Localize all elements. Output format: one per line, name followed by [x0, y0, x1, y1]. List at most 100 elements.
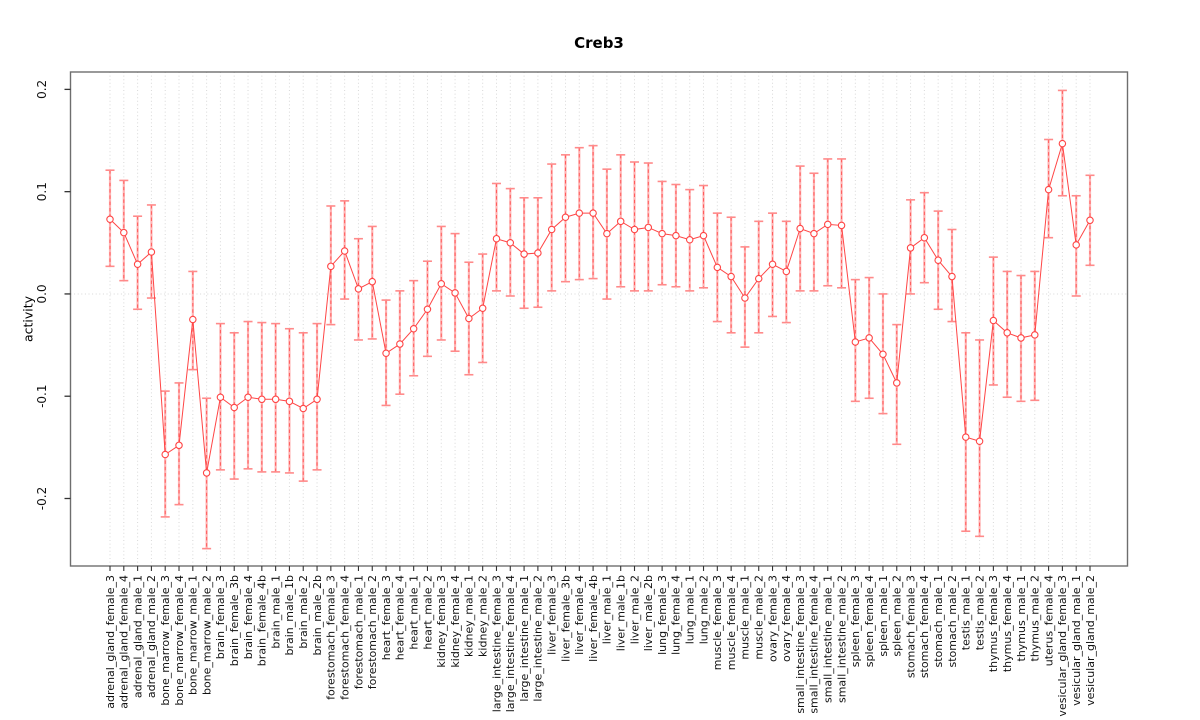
x-tick-label: muscle_male_1 — [739, 575, 752, 660]
data-point — [879, 350, 887, 359]
data-point — [437, 279, 446, 288]
data-point — [1031, 331, 1039, 339]
x-tick-label: lung_female_3 — [656, 575, 669, 655]
data-point — [713, 263, 722, 272]
data-point — [189, 315, 197, 324]
x-tick-label: small_intestine_female_3 — [794, 575, 807, 714]
data-point — [258, 395, 266, 404]
x-tick-label: vesicular_gland_male_2 — [1084, 575, 1097, 706]
data-point — [561, 213, 570, 221]
x-tick-label: bone_marrow_male_2 — [200, 575, 213, 695]
data-point — [754, 274, 763, 283]
data-point — [396, 340, 404, 348]
data-point — [478, 304, 487, 313]
data-point — [810, 229, 818, 238]
data-point — [851, 338, 860, 346]
x-tick-label: lung_male_2 — [697, 575, 710, 644]
data-point — [340, 247, 349, 255]
x-tick-label: spleen_female_3 — [849, 575, 862, 667]
x-tick-label: heart_male_2 — [421, 575, 434, 650]
x-tick-label: kidney_female_4 — [449, 575, 462, 668]
data-point — [506, 239, 515, 247]
data-point — [1058, 139, 1067, 148]
x-tick-label: forestomach_male_1 — [352, 575, 365, 689]
data-point — [409, 324, 418, 333]
data-point — [120, 228, 128, 237]
x-tick-label: stomach_female_4 — [918, 575, 931, 678]
data-point — [106, 215, 114, 224]
data-point — [175, 441, 183, 450]
x-tick-label: liver_female_4b — [587, 575, 600, 662]
plot-border — [69, 71, 1129, 567]
data-point — [823, 220, 832, 229]
data-point — [962, 433, 970, 441]
x-tick-label: bone_marrow_male_1 — [187, 575, 200, 695]
data-point — [327, 262, 335, 271]
data-point — [354, 285, 363, 293]
data-point — [1017, 334, 1025, 342]
x-axis: adrenal_gland_female_3 adrenal_gland_fema… — [104, 566, 1097, 717]
x-tick-label: brain_male_2 — [297, 575, 310, 649]
data-point — [989, 316, 998, 325]
x-tick-label: small_intestine_male_1 — [822, 575, 835, 703]
data-point — [244, 393, 252, 401]
data-point — [603, 229, 611, 238]
x-tick-label: uterus_female_4 — [1042, 575, 1055, 666]
x-tick-label: lung_male_1 — [684, 575, 697, 644]
x-tick-label: stomach_male_1 — [932, 575, 945, 668]
data-point — [768, 260, 777, 269]
data-point — [368, 277, 377, 286]
x-tick-label: liver_male_2 — [628, 575, 641, 644]
data-point — [465, 314, 473, 323]
y-axis: 0.2 0.1 0.0 -0.1 -0.2 — [35, 80, 71, 510]
y-tick-label: -0.1 — [35, 385, 49, 408]
data-point — [865, 334, 873, 342]
x-tick-label: bone_marrow_female_3 — [159, 575, 172, 706]
x-tick-label: ovary_female_3 — [766, 575, 779, 662]
data-point — [133, 260, 142, 269]
x-tick-label: muscle_male_2 — [753, 575, 766, 660]
data-point — [382, 349, 390, 358]
x-tick-label: large_intestine_female_3 — [490, 575, 503, 712]
data-point — [271, 395, 280, 404]
data-point — [975, 437, 984, 445]
data-point — [630, 225, 639, 234]
x-tick-label: kidney_female_3 — [435, 575, 448, 668]
x-tick-label: kidney_male_1 — [463, 575, 476, 657]
data-point — [1003, 329, 1011, 337]
data-point — [520, 250, 528, 258]
plot-title: Creb3 — [574, 34, 624, 52]
x-tick-label: vesicular_gland_female_3 — [1056, 575, 1069, 717]
x-tick-label: forestomach_female_3 — [325, 575, 338, 700]
x-tick-label: brain_female_3 — [214, 575, 227, 659]
data-point — [202, 469, 211, 477]
x-tick-label: small_intestine_female_4 — [808, 575, 821, 714]
data-point — [285, 397, 294, 406]
x-tick-label: liver_female_3 — [545, 575, 558, 655]
x-tick-label: adrenal_gland_male_2 — [145, 575, 158, 698]
data-point — [147, 248, 156, 256]
x-tick-label: thymus_female_3 — [987, 575, 1000, 672]
data-points — [106, 139, 1094, 477]
x-tick-label: stomach_female_3 — [904, 575, 917, 678]
data-point — [534, 249, 542, 257]
x-tick-label: lung_female_4 — [670, 575, 683, 655]
x-tick-label: spleen_female_4 — [863, 575, 876, 667]
error-bars — [105, 89, 1095, 550]
data-point — [299, 404, 307, 413]
x-tick-label: liver_male_2b — [642, 575, 655, 651]
x-tick-label: liver_female_3b — [559, 575, 572, 662]
x-tick-label: stomach_male_2 — [946, 575, 959, 668]
data-point — [741, 294, 749, 302]
data-point — [423, 305, 432, 314]
data-point — [451, 289, 459, 297]
x-tick-label: brain_female_4 — [242, 575, 255, 659]
activity-line — [109, 143, 1091, 474]
data-point — [575, 209, 584, 217]
data-point — [492, 234, 501, 243]
data-point — [1044, 185, 1053, 194]
data-point — [1072, 241, 1080, 249]
data-point — [230, 403, 238, 412]
